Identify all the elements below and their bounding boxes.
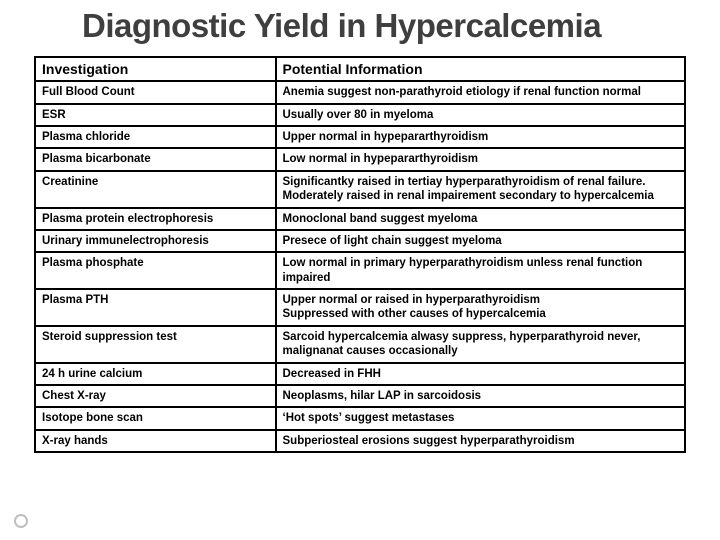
cell-information: Anemia suggest non-parathyroid etiology … xyxy=(276,81,686,103)
cell-investigation: Plasma protein electrophoresis xyxy=(35,208,276,230)
cell-investigation: Urinary immunelectrophoresis xyxy=(35,230,276,252)
cell-investigation: Full Blood Count xyxy=(35,81,276,103)
cell-investigation: Plasma chloride xyxy=(35,126,276,148)
cell-information: Sarcoid hypercalcemia alwasy suppress, h… xyxy=(276,326,686,363)
slide-marker-icon xyxy=(14,514,28,528)
cell-information: Low normal in primary hyperparathyroidis… xyxy=(276,252,686,289)
cell-information: ‘Hot spots’ suggest metastases xyxy=(276,407,686,429)
table-row: Plasma PTHUpper normal or raised in hype… xyxy=(35,289,685,326)
diagnostic-table: Investigation Potential Information Full… xyxy=(34,56,686,453)
cell-investigation: X-ray hands xyxy=(35,430,276,452)
cell-information: Usually over 80 in myeloma xyxy=(276,104,686,126)
cell-investigation: ESR xyxy=(35,104,276,126)
cell-investigation: Chest X-ray xyxy=(35,385,276,407)
page-title: Diagnostic Yield in Hypercalcemia xyxy=(82,8,686,44)
cell-investigation: Isotope bone scan xyxy=(35,407,276,429)
cell-investigation: Plasma bicarbonate xyxy=(35,148,276,170)
cell-investigation: Steroid suppression test xyxy=(35,326,276,363)
cell-investigation: Creatinine xyxy=(35,171,276,208)
table-row: ESRUsually over 80 in myeloma xyxy=(35,104,685,126)
col-header-investigation: Investigation xyxy=(35,57,276,81)
cell-information: Subperiosteal erosions suggest hyperpara… xyxy=(276,430,686,452)
table-row: 24 h urine calciumDecreased in FHH xyxy=(35,363,685,385)
cell-information: Neoplasms, hilar LAP in sarcoidosis xyxy=(276,385,686,407)
slide: Diagnostic Yield in Hypercalcemia Invest… xyxy=(0,0,720,540)
table-row: Plasma protein electrophoresisMonoclonal… xyxy=(35,208,685,230)
cell-information: Low normal in hypepararthyroidism xyxy=(276,148,686,170)
table-row: Plasma phosphateLow normal in primary hy… xyxy=(35,252,685,289)
cell-investigation: Plasma PTH xyxy=(35,289,276,326)
col-header-information: Potential Information xyxy=(276,57,686,81)
table-row: Isotope bone scan‘Hot spots’ suggest met… xyxy=(35,407,685,429)
cell-information: Upper normal or raised in hyperparathyro… xyxy=(276,289,686,326)
table-row: Steroid suppression testSarcoid hypercal… xyxy=(35,326,685,363)
table-row: Plasma bicarbonateLow normal in hypepara… xyxy=(35,148,685,170)
cell-information: Significantky raised in tertiay hyperpar… xyxy=(276,171,686,208)
table-row: Plasma chlorideUpper normal in hypeparar… xyxy=(35,126,685,148)
cell-investigation: 24 h urine calcium xyxy=(35,363,276,385)
table-header-row: Investigation Potential Information xyxy=(35,57,685,81)
table-row: Chest X-rayNeoplasms, hilar LAP in sarco… xyxy=(35,385,685,407)
cell-investigation: Plasma phosphate xyxy=(35,252,276,289)
table-row: X-ray handsSubperiosteal erosions sugges… xyxy=(35,430,685,452)
table-row: Urinary immunelectrophoresisPresece of l… xyxy=(35,230,685,252)
table-row: CreatinineSignificantky raised in tertia… xyxy=(35,171,685,208)
table-row: Full Blood CountAnemia suggest non-parat… xyxy=(35,81,685,103)
cell-information: Presece of light chain suggest myeloma xyxy=(276,230,686,252)
cell-information: Monoclonal band suggest myeloma xyxy=(276,208,686,230)
cell-information: Upper normal in hypepararthyroidism xyxy=(276,126,686,148)
cell-information: Decreased in FHH xyxy=(276,363,686,385)
